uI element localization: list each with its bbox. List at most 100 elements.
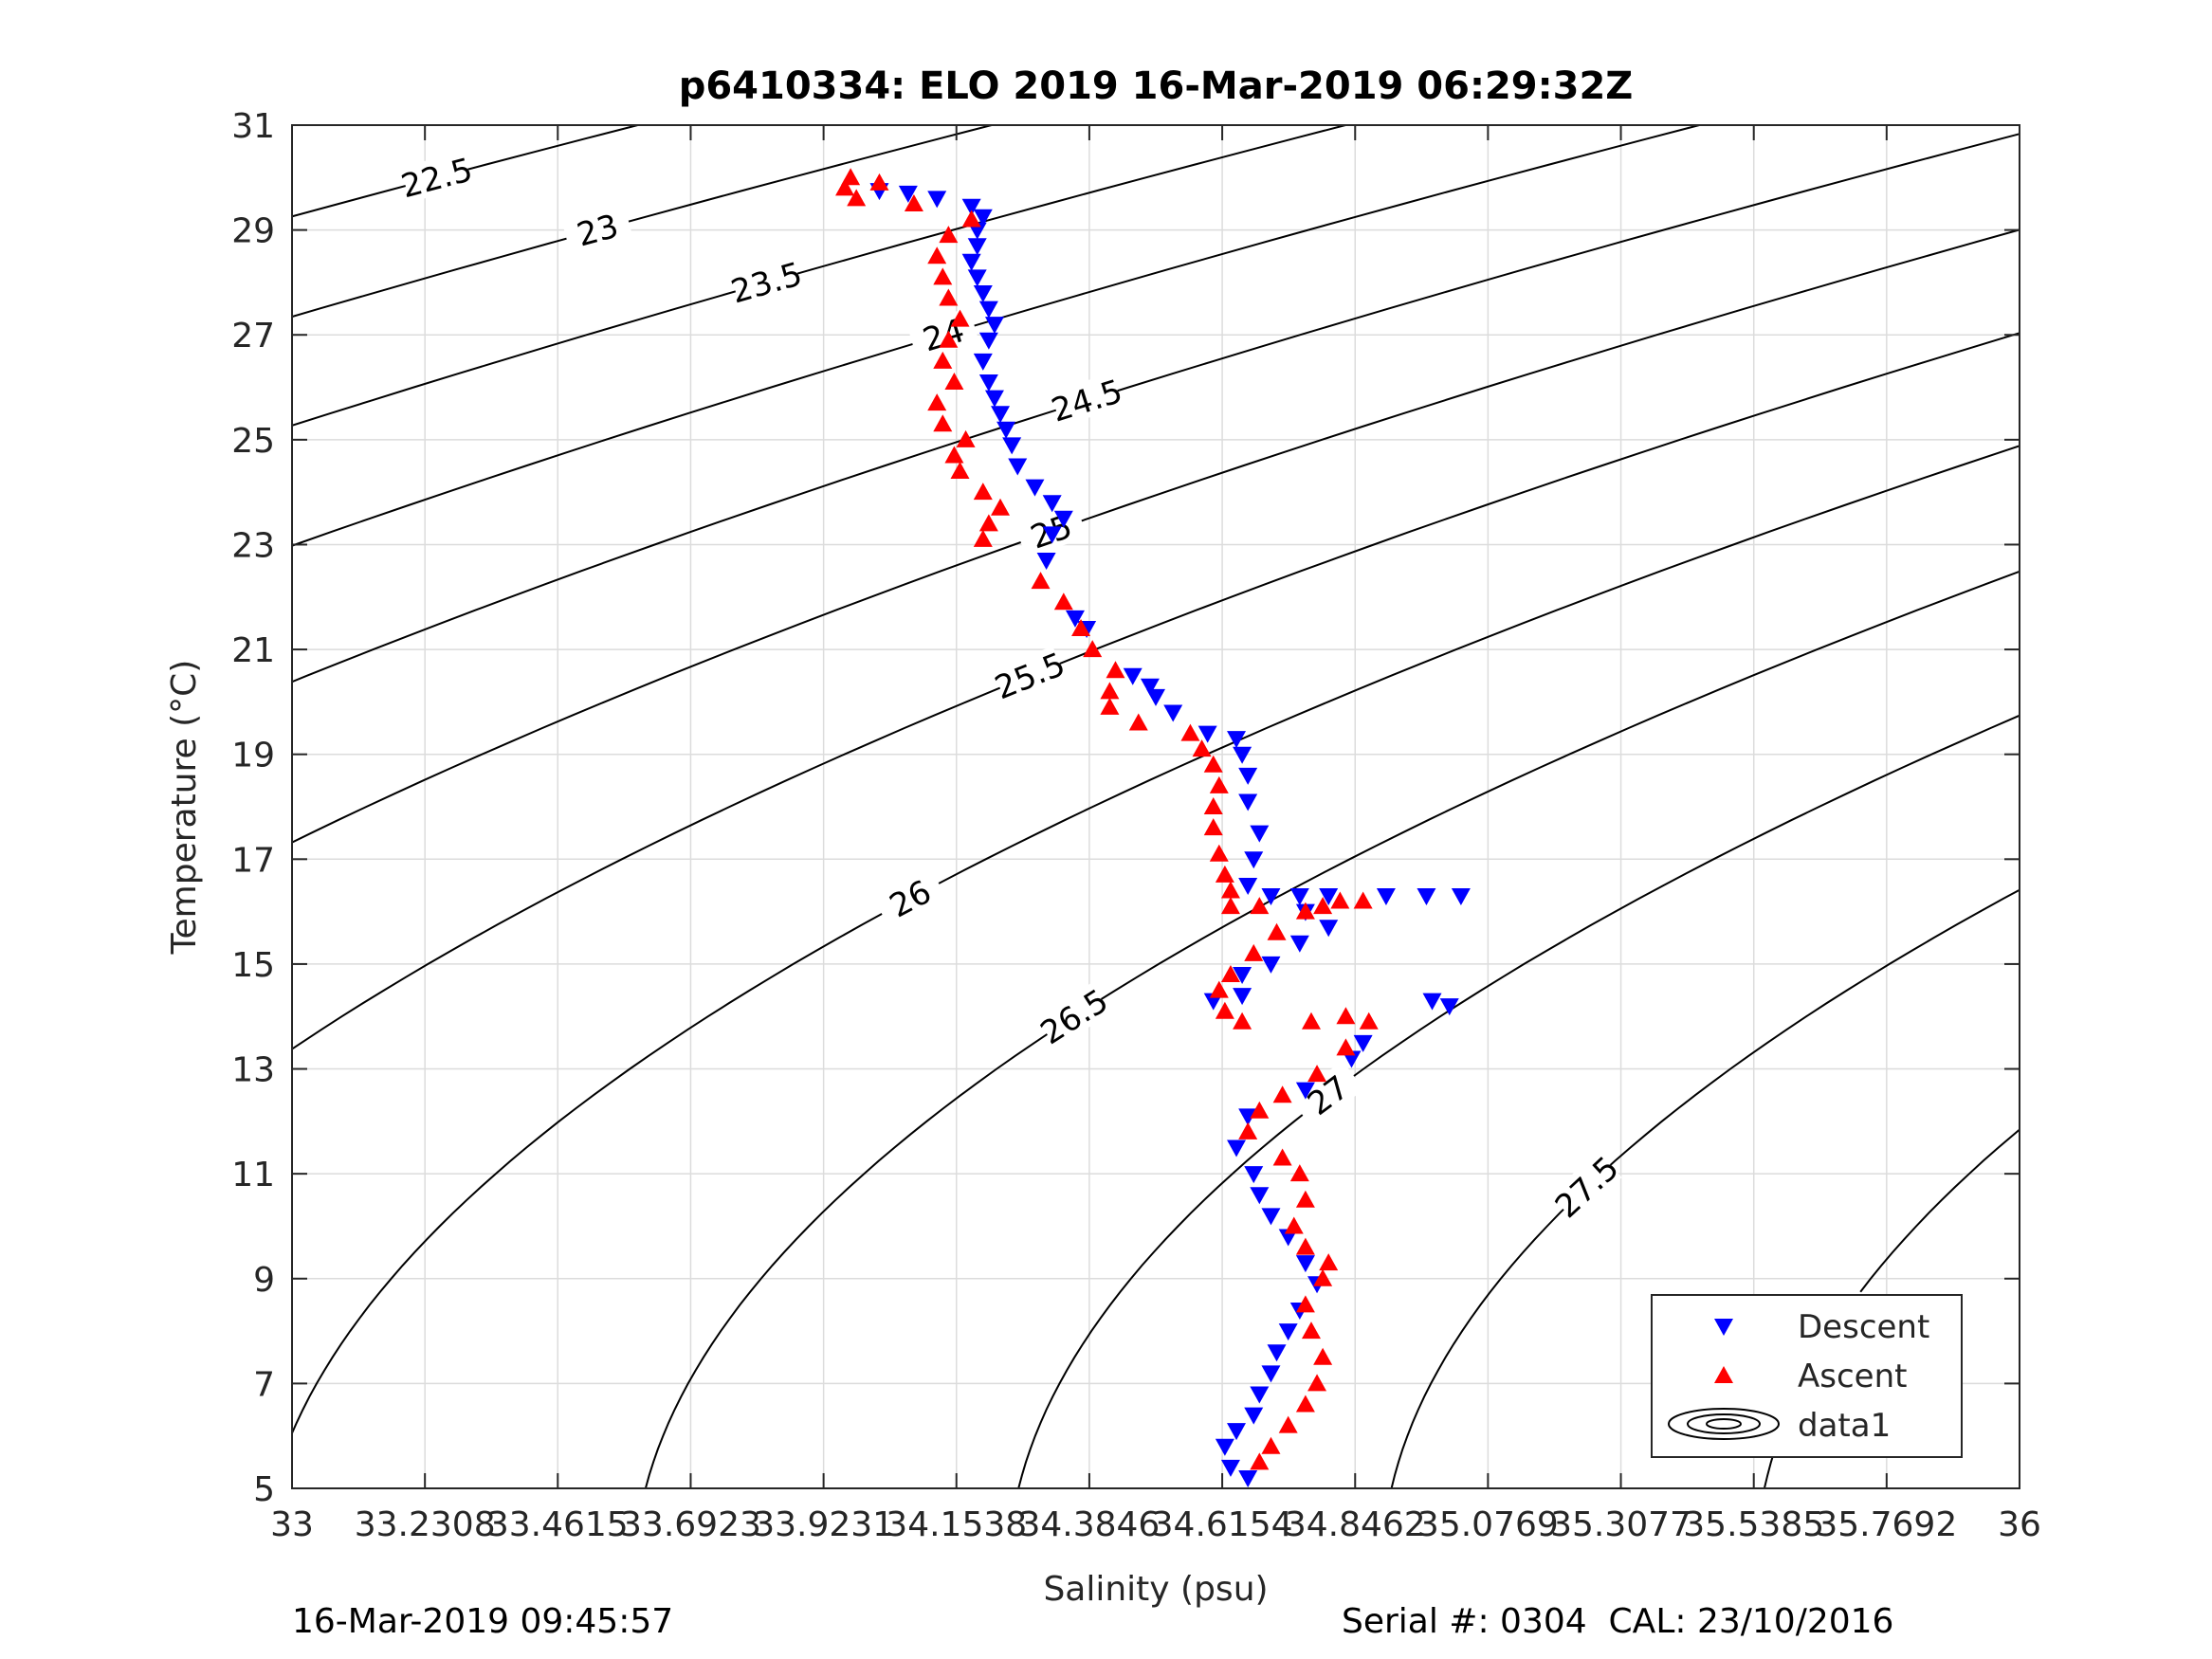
descent-point <box>1451 888 1471 906</box>
ascent-point <box>1250 1452 1270 1470</box>
descent-point <box>1439 998 1459 1016</box>
descent-point <box>1227 731 1247 749</box>
ascent-point <box>956 429 976 447</box>
ascent-point <box>847 189 867 207</box>
x-tick-label: 34.1538 <box>886 1505 1027 1544</box>
contour-label-bg <box>730 255 803 308</box>
descent-point <box>991 406 1011 424</box>
descent-point <box>1353 1034 1373 1052</box>
ascent-point <box>1238 1121 1258 1139</box>
x-tick-label: 33 <box>270 1505 314 1544</box>
descent-point <box>973 353 993 371</box>
descent-point <box>978 332 998 350</box>
descent-point <box>1233 746 1252 764</box>
x-tick-label: 33.9231 <box>753 1505 894 1544</box>
ascent-point <box>835 178 855 196</box>
descent-point <box>1227 1423 1247 1441</box>
y-tick-label: 11 <box>231 1156 275 1194</box>
ascent-point <box>904 193 923 211</box>
ascent-point <box>1336 1007 1356 1025</box>
y-tick-label: 15 <box>231 946 275 985</box>
descent-point <box>1146 688 1165 706</box>
descent-point <box>1025 479 1045 497</box>
descent-point <box>1233 988 1252 1006</box>
descent-point <box>1197 725 1217 743</box>
ascent-point <box>961 210 981 228</box>
descent-point <box>1267 1344 1287 1362</box>
descent-point <box>978 374 998 392</box>
ascent-point <box>1100 682 1120 700</box>
ascent-point <box>1053 592 1073 611</box>
footer-timestamp: 16-Mar-2019 09:45:57 <box>292 1602 674 1641</box>
ascent-point <box>944 446 964 464</box>
descent-point <box>1227 1139 1247 1158</box>
ascent-point <box>1295 1395 1315 1413</box>
series-ascent <box>835 168 1379 1470</box>
descent-point <box>1295 1255 1315 1273</box>
ascent-point <box>978 514 998 532</box>
y-axis-label: Temperature (°C) <box>165 660 204 956</box>
y-tick-label: 13 <box>231 1051 275 1090</box>
ascent-point <box>1083 640 1103 658</box>
descent-point <box>1244 851 1264 869</box>
ascent-point <box>1180 723 1200 741</box>
ascent-point <box>841 168 861 186</box>
descent-point <box>1220 1459 1240 1477</box>
isopycnal-line <box>292 445 2020 1436</box>
legend-descent-label: Descent <box>1798 1308 1929 1346</box>
descent-point <box>1244 1166 1264 1184</box>
descent-point <box>1417 888 1436 906</box>
isopycnal-line <box>644 570 2020 1488</box>
descent-point <box>984 317 1004 335</box>
ascent-point <box>950 462 970 480</box>
descent-point <box>1238 1469 1258 1487</box>
ascent-point <box>1267 922 1287 940</box>
descent-point <box>1250 825 1270 843</box>
legend: Descent Ascent data1 <box>1651 1294 1963 1458</box>
contour-label-bg <box>400 151 473 203</box>
descent-point <box>1036 553 1056 571</box>
isopycnal-line <box>292 125 1350 427</box>
ascent-point <box>939 288 959 306</box>
ascent-point <box>1250 897 1270 915</box>
isopycnal-line <box>292 133 2020 684</box>
descent-point <box>1123 667 1143 685</box>
ascent-point <box>973 529 993 547</box>
ascent-point <box>1313 1347 1333 1365</box>
ascent-point <box>933 267 953 285</box>
x-tick-label: 33.2308 <box>355 1505 496 1544</box>
descent-point <box>1002 437 1022 455</box>
isopycnal-line <box>292 228 2020 844</box>
ascent-point <box>1313 897 1333 915</box>
descent-point <box>1215 1438 1234 1456</box>
ascent-point <box>1319 1253 1339 1271</box>
ascent-point <box>1209 775 1229 793</box>
ascent-point <box>1313 1268 1333 1286</box>
descent-point <box>978 301 998 319</box>
contour-label-bg <box>993 646 1067 704</box>
y-tick-label: 5 <box>253 1470 275 1509</box>
ascent-point <box>1220 964 1240 982</box>
descent-point <box>996 421 1016 439</box>
descent-point <box>927 191 947 209</box>
x-tick-label: 34.8462 <box>1285 1505 1426 1544</box>
ascent-point <box>1220 881 1240 899</box>
footer-serial-cal: Serial #: 0304 CAL: 23/10/2016 <box>1342 1602 1894 1641</box>
descent-point <box>1244 1407 1264 1425</box>
descent-point <box>967 269 987 287</box>
descent-point <box>1238 1108 1258 1126</box>
ascent-point <box>1209 980 1229 998</box>
legend-box <box>1651 1294 1963 1458</box>
ascent-point <box>1307 1065 1327 1083</box>
descent-point <box>1289 888 1309 906</box>
axes-box <box>291 124 2020 1489</box>
x-tick-label: 35.3077 <box>1550 1505 1691 1544</box>
ascent-point <box>1233 1012 1252 1030</box>
descent-point <box>984 390 1004 408</box>
x-tick-label: 33.6923 <box>620 1505 761 1544</box>
ascent-point <box>1244 943 1264 961</box>
y-tick-label: 21 <box>231 631 275 670</box>
descent-point <box>1376 888 1396 906</box>
descent-point <box>1295 1082 1315 1100</box>
